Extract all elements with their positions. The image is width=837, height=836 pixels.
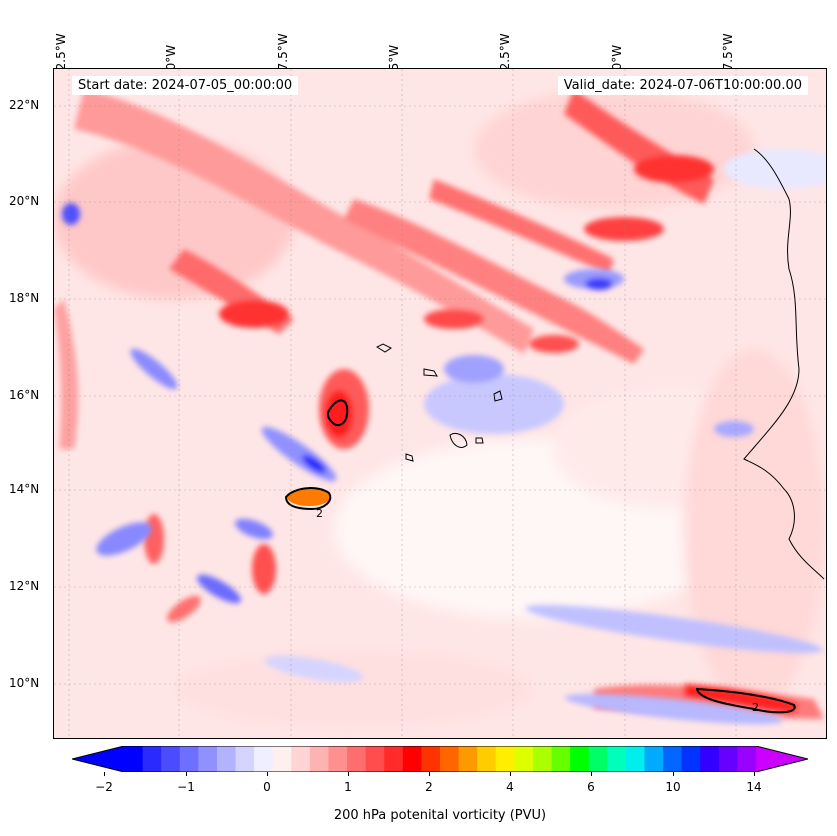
colorbar-cell	[477, 746, 497, 772]
cbar-tick-label-0: −2	[95, 780, 113, 794]
start-date-label: Start date: 2024-07-05_00:00:00	[72, 76, 299, 95]
colorbar-cell	[291, 746, 311, 772]
cbar-tick-mark-0	[104, 772, 105, 776]
cbar-tick-mark-8	[754, 772, 755, 776]
cbar-tick-mark-2	[267, 772, 268, 776]
cbar-tick-label-1: −1	[177, 780, 195, 794]
valid-date-label: Valid_date: 2024-07-06T10:00:00.00	[557, 76, 808, 95]
cbar-tick-label-4: 2	[425, 780, 433, 794]
lat-label-12n: 12°N	[9, 579, 40, 593]
cbar-tick-label-5: 4	[506, 780, 514, 794]
colorbar-cell	[235, 746, 255, 772]
cbar-tick-label-6: 6	[587, 780, 595, 794]
pv-high-blob	[287, 488, 331, 506]
colorbar-cell	[644, 746, 664, 772]
cbar-tick-mark-5	[510, 772, 511, 776]
colorbar-cells	[124, 746, 757, 772]
colorbar-cell	[216, 746, 237, 772]
contour-label-1: 2	[316, 507, 323, 520]
colorbar-cell	[588, 746, 608, 772]
colorbar-cell	[458, 746, 478, 772]
colorbar-cell	[551, 746, 571, 772]
colorbar-cell	[440, 746, 460, 772]
lat-label-16n: 16°N	[9, 388, 40, 402]
colorbar-cell	[570, 746, 590, 772]
colorbar-cell	[700, 746, 720, 772]
colorbar-cell	[402, 746, 422, 772]
map-panel: 2 2	[53, 68, 827, 739]
lat-label-10n: 10°N	[9, 676, 40, 690]
lat-label-22n: 22°N	[9, 98, 40, 112]
pv-field-map: 2 2	[54, 69, 826, 738]
colorbar-cell	[124, 746, 144, 772]
colorbar-cell	[179, 746, 199, 772]
map-gridlines	[54, 69, 826, 738]
colorbar-cell	[718, 746, 738, 772]
colorbar-cell	[161, 746, 181, 772]
colorbar-cell	[681, 746, 701, 772]
pv-contours	[284, 399, 796, 714]
colorbar-cell	[495, 746, 515, 772]
lat-label-20n: 20°N	[9, 194, 40, 208]
cbar-tick-label-2: 0	[263, 780, 271, 794]
colorbar-cell	[607, 746, 627, 772]
colorbar-cell	[421, 746, 441, 772]
colorbar-cell	[142, 746, 162, 772]
cbar-tick-label-8: 14	[746, 780, 762, 794]
cbar-tick-mark-1	[186, 772, 187, 776]
cbar-tick-label-7: 10	[665, 780, 681, 794]
colorbar-cell	[198, 746, 218, 772]
lat-label-18n: 18°N	[9, 291, 40, 305]
contour-label-2: 2	[752, 701, 759, 714]
colorbar-cell	[625, 746, 645, 772]
colorbar-cell	[532, 746, 553, 772]
colorbar-cell	[347, 746, 367, 772]
colorbar-under-arrow	[72, 746, 124, 772]
cbar-tick-label-3: 1	[344, 780, 352, 794]
cbar-tick-mark-4	[429, 772, 430, 776]
colorbar-cell	[737, 746, 757, 772]
colorbar-cell	[309, 746, 329, 772]
pv-positive-bands	[54, 89, 824, 719]
colorbar-cell	[272, 746, 292, 772]
colorbar-cell	[365, 746, 385, 772]
cbar-tick-mark-6	[591, 772, 592, 776]
cbar-tick-mark-7	[673, 772, 674, 776]
lat-label-14n: 14°N	[9, 482, 40, 496]
colorbar-cell	[328, 746, 348, 772]
colorbar-cell	[254, 746, 274, 772]
colorbar-label: 200 hPa potenital vorticity (PVU)	[333, 808, 547, 823]
colorbar-over-arrow	[756, 746, 808, 772]
colorbar-cell	[663, 746, 683, 772]
colorbar-cell	[514, 746, 534, 772]
coastlines	[375, 148, 825, 580]
pv-negative-areas	[62, 149, 826, 725]
cbar-tick-mark-3	[348, 772, 349, 776]
colorbar-cell	[384, 746, 404, 772]
colorbar	[72, 746, 808, 772]
